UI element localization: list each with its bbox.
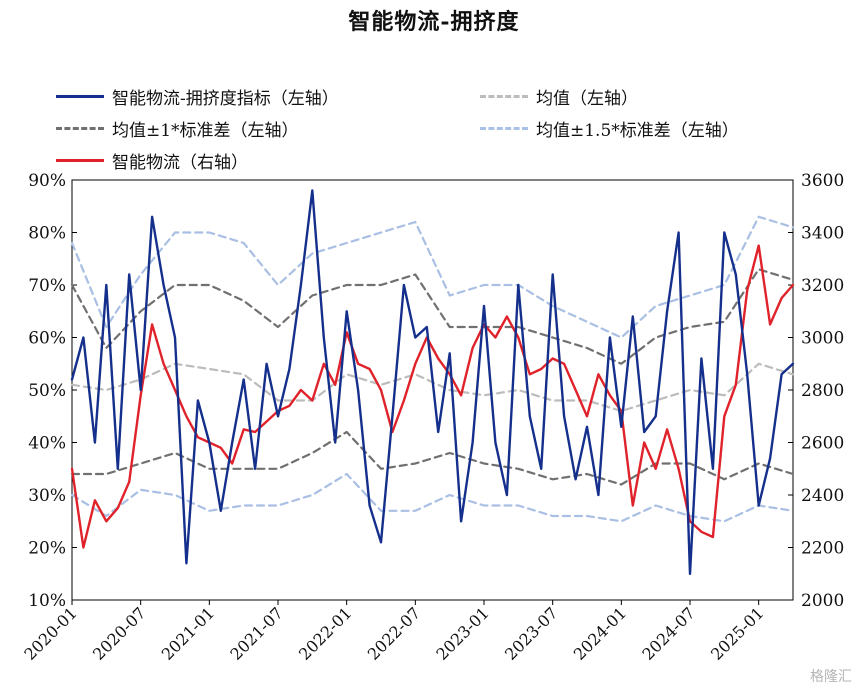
- x-tick-label: 2023-07: [501, 603, 561, 663]
- series-index-line: [70, 244, 795, 549]
- legend-item-sd15: 均值±1.5*标准差（左轴）: [480, 116, 739, 141]
- y-left-tick-label: 30%: [28, 486, 66, 506]
- legend-label-sd1: 均值±1*标准差（左轴）: [112, 121, 299, 141]
- x-tick-label: 2021-01: [158, 603, 218, 663]
- y-left-tick-label: 70%: [28, 276, 66, 296]
- legend-swatch-sd15: [480, 127, 528, 130]
- y-left-tick-label: 50%: [28, 381, 66, 401]
- x-tick-label: 2022-01: [295, 603, 355, 663]
- chart-axes: 10% 20% 30% 40% 50% 60% 70% 80% 90% 2000 2200 2400 2…: [20, 171, 844, 664]
- legend-label-mean: 均值（左轴）: [536, 89, 638, 109]
- y-left-tick-label: 20%: [28, 539, 66, 559]
- x-tick-label: 2020-01: [20, 603, 80, 663]
- y-right-tick-label: 2000: [801, 591, 844, 611]
- x-tick-label: 2020-07: [89, 603, 149, 663]
- y-right-tick-label: 3200: [801, 276, 844, 296]
- legend-label-index: 智能物流（右轴）: [112, 153, 248, 173]
- x-tick-label: 2021-07: [226, 603, 286, 663]
- y-right-tick-label: 3400: [801, 224, 844, 244]
- legend-item-sd1: 均值±1*标准差（左轴）: [56, 116, 299, 141]
- legend-label-crowd: 智能物流-拥挤度指标（左轴）: [112, 89, 339, 109]
- watermark-text: 格隆汇: [810, 669, 852, 685]
- legend-swatch-sd1: [56, 127, 104, 130]
- y-left-tick-label: 60%: [28, 329, 66, 349]
- legend-swatch-mean: [480, 95, 528, 98]
- chart-title: 智能物流-拥挤度: [348, 9, 520, 35]
- y-left-tick-label: 40%: [28, 434, 66, 454]
- y-right-tick-label: 2800: [801, 381, 844, 401]
- legend-swatch-crowd: [56, 95, 104, 98]
- y-right-tick-label: 2600: [801, 434, 844, 454]
- series-crowd-line: [70, 189, 795, 575]
- legend-swatch-index: [56, 159, 104, 162]
- legend-item-mean: 均值（左轴）: [480, 84, 638, 109]
- series-sd1-upper-line: [70, 268, 795, 365]
- y-right-tick-label: 3000: [801, 329, 844, 349]
- y-left-tick-label: 10%: [28, 591, 66, 611]
- x-tick-label: 2024-01: [570, 603, 630, 663]
- y-left-tick-label: 80%: [28, 224, 66, 244]
- series-sd1-lower-line: [70, 430, 795, 486]
- legend-item-crowd: 智能物流-拥挤度指标（左轴）: [56, 84, 339, 109]
- legend-item-index: 智能物流（右轴）: [56, 148, 248, 173]
- legend-label-sd15: 均值±1.5*标准差（左轴）: [536, 121, 739, 141]
- chart-lines: [70, 189, 795, 575]
- y-right-tick-label: 2200: [801, 539, 844, 559]
- y-right-tick-label: 3600: [801, 171, 844, 191]
- x-tick-label: 2023-01: [432, 603, 492, 663]
- series-sd15-upper-line: [70, 215, 795, 339]
- series-sd15-lower-line: [70, 472, 795, 523]
- y-left-tick-label: 90%: [28, 171, 66, 191]
- x-tick-label: 2024-07: [638, 603, 698, 663]
- chart-legend: 智能物流-拥挤度指标（左轴） 均值（左轴） 均值±1*标准差（左轴） 均值±1.…: [0, 0, 868, 180]
- y-right-tick-label: 2400: [801, 486, 844, 506]
- x-tick-label: 2025-01: [707, 603, 767, 663]
- x-tick-label: 2022-07: [364, 603, 424, 663]
